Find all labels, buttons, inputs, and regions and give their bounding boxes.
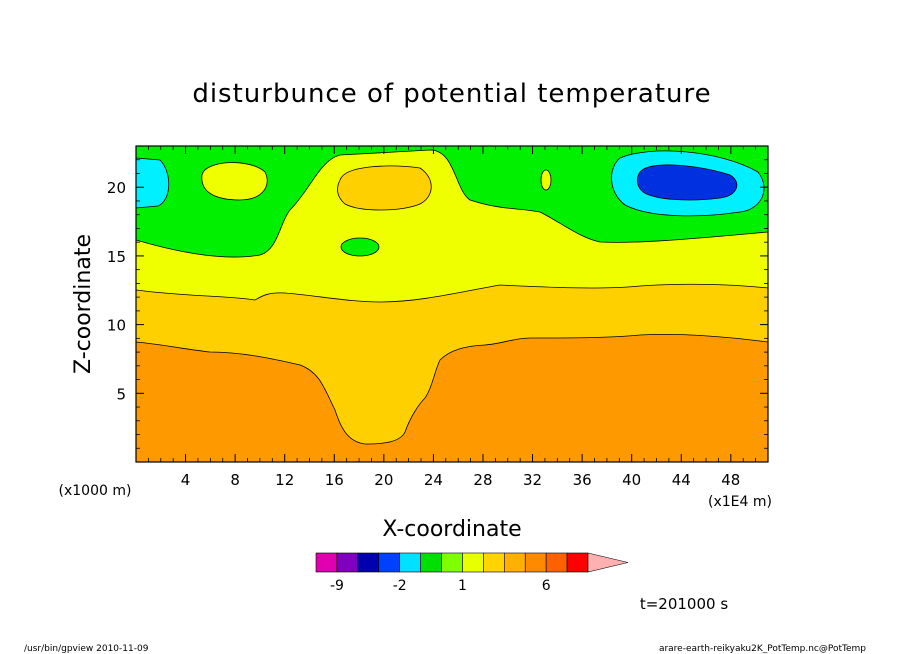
colorbar-segment [524,552,547,573]
region-blue-core [636,164,738,201]
time-label: t=201000 s [640,595,728,613]
chart-title: disturbunce of potential temperature [192,79,711,109]
region-yellow-blob-2 [540,169,552,191]
x-tick-label: 16 [325,471,344,489]
region-green-blob [340,237,380,257]
colorbar-segment [399,552,421,573]
x-tick-label: 20 [374,471,393,489]
colorbar-label: -9 [330,578,344,594]
colorbar-segment [420,552,442,573]
colorbar-segment [441,552,463,573]
colorbar-label: 6 [542,578,551,594]
x-tick-label: 32 [523,471,542,489]
footer-left: /usr/bin/gpview 2010-11-09 [24,644,149,654]
x-tick-label: 24 [424,471,443,489]
y-tick-label: 5 [116,385,126,403]
x-unit-left: (x1000 m) [59,483,132,499]
plot-frame [135,145,769,463]
colorbar-label: -2 [393,578,407,594]
colorbar-segment [483,552,505,573]
region-yellow-blob-1 [201,162,268,201]
colorbar-segment [462,552,484,573]
x-tick-label: 44 [672,471,691,489]
footer-right: arare-earth-reikyaku2K_PotTemp.nc@PotTem… [659,644,866,654]
x-unit-right: (x1E4 m) [708,494,772,510]
x-tick-label: 48 [721,471,740,489]
colorbar-segment [545,552,568,573]
x-tick-label: 36 [573,471,592,489]
colorbar-segment [566,552,589,573]
x-tick-label: 8 [230,471,240,489]
contour-plot [135,145,769,463]
region-cyan-left [136,157,170,209]
y-tick-label: 15 [107,248,126,266]
colorbar-extend-arrow [587,552,629,573]
colorbar-segment [504,552,526,573]
y-tick-label: 10 [107,317,126,335]
colorbar-segment [357,552,380,573]
x-axis-label: X-coordinate [382,517,521,542]
x-tick-label: 40 [622,471,641,489]
y-axis: 5 10 15 20 [107,159,768,449]
colorbar-segment [315,552,338,573]
region-light-orange-blob [337,165,432,211]
colorbar-segment [378,552,400,573]
x-axis: 4 8 12 16 20 24 28 32 36 40 44 48 [147,146,757,489]
x-tick-label: 28 [473,471,492,489]
x-tick-label: 4 [181,471,191,489]
x-tick-label: 12 [275,471,294,489]
y-axis-label: Z-coordinate [71,234,96,374]
colorbar-label: 1 [458,578,467,594]
y-tick-label: 20 [107,179,126,197]
colorbar-labels: -9 -2 1 6 [330,578,551,594]
colorbar [315,552,629,573]
colorbar-segment [336,552,359,573]
region-orange [136,334,768,462]
